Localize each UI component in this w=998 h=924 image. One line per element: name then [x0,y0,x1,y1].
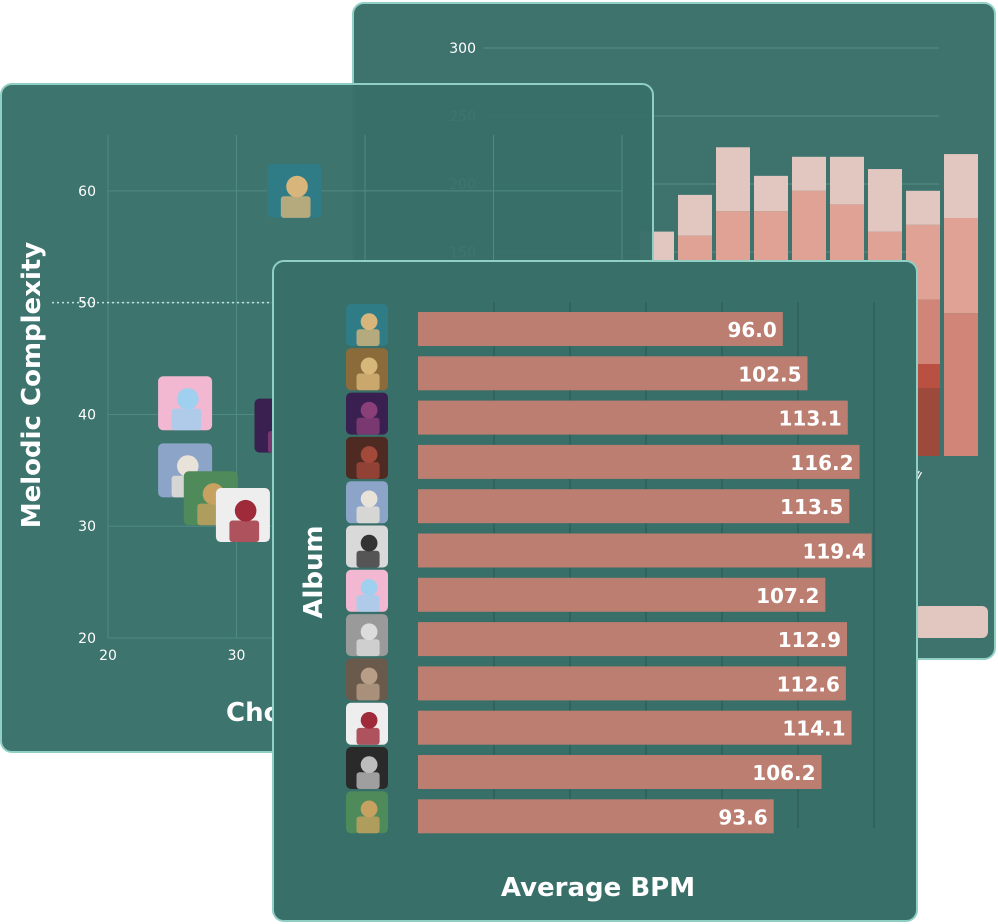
bpm-bar-value-label: 93.6 [718,805,767,829]
stacked-legend-swatch [914,606,988,638]
bpm-bar-value-label: 107.2 [756,584,819,608]
scatter-y-tick: 40 [78,407,96,423]
album-cover-1 [346,304,388,346]
scatter-y-tick: 60 [78,184,96,200]
scatter-y-axis-title: Melodic Complexity [17,242,47,529]
scatter-y-tick: 20 [78,631,96,647]
album-cover-4 [346,436,388,479]
album-cover-11 [346,747,388,789]
stacked-bar-segment [868,169,902,232]
bpm-bar [418,799,774,834]
bpm-bar-value-label: 114.1 [782,717,845,741]
bpm-bar-value-label: 113.5 [780,495,843,519]
bpm-bar-chart-card: 96.0 102.5 113.1 116.2 113.5 119.4 107.2 112.9 1… [272,260,918,922]
bpm-bar-chart: 96.0 102.5 113.1 116.2 113.5 119.4 107.2 112.9 1… [299,302,875,903]
stacked-bar-segment [944,313,978,456]
bpm-bar [418,444,860,479]
album-cover-12 [346,791,388,834]
bpm-bar-value-label: 116.2 [790,451,853,475]
bpm-x-axis-title: Average BPM [501,873,695,903]
album-cover-3 [346,392,388,435]
scatter-x-tick: 30 [228,648,246,664]
stacked-bar-segment [906,190,940,225]
album-cover-7 [158,376,213,431]
stacked-bar-segment [944,154,978,218]
bpm-bar-value-label: 96.0 [727,318,776,342]
bpm-bar [418,356,808,391]
album-cover-7 [346,569,388,612]
bpm-bar [418,577,826,612]
album-cover-10 [215,488,270,543]
stacked-bar-segment [792,190,826,266]
bpm-y-axis-title: Album [299,525,329,618]
bpm-bar-value-label: 112.6 [777,672,840,696]
album-cover-5 [346,481,388,524]
scatter-x-tick: 20 [99,648,117,664]
stacked-bar-segment [830,156,864,205]
stacked-bar-segment [716,147,750,212]
stacked-bar-segment [678,194,712,236]
bpm-bar [418,312,783,346]
album-cover-9 [346,658,388,701]
bpm-bar-value-label: 113.1 [779,407,842,431]
bpm-bar-value-label: 106.2 [752,761,815,785]
bpm-bar [418,666,846,701]
stacked-bar-segment [754,175,788,212]
bpm-bar-value-label: 102.5 [738,362,801,386]
scatter-y-tick: 50 [78,296,96,312]
stacked-bar-segment [792,156,826,191]
bpm-bar [418,533,872,568]
album-cover-6 [346,525,388,568]
bpm-bar-value-label: 112.9 [778,628,841,652]
album-cover-2 [346,348,388,391]
album-cover-8 [346,614,388,657]
bpm-bar [418,400,848,435]
stacked-bar-segment [944,218,978,314]
album-cover-10 [346,702,388,745]
scatter-y-tick: 30 [78,519,96,535]
bpm-bar [418,489,850,524]
bpm-bar-value-label: 119.4 [802,540,865,564]
bpm-bar [418,622,848,657]
bpm-bar [418,710,852,745]
stacked-y-tick: 300 [449,41,476,57]
album-cover-1 [267,163,322,218]
bpm-bar [418,755,822,789]
